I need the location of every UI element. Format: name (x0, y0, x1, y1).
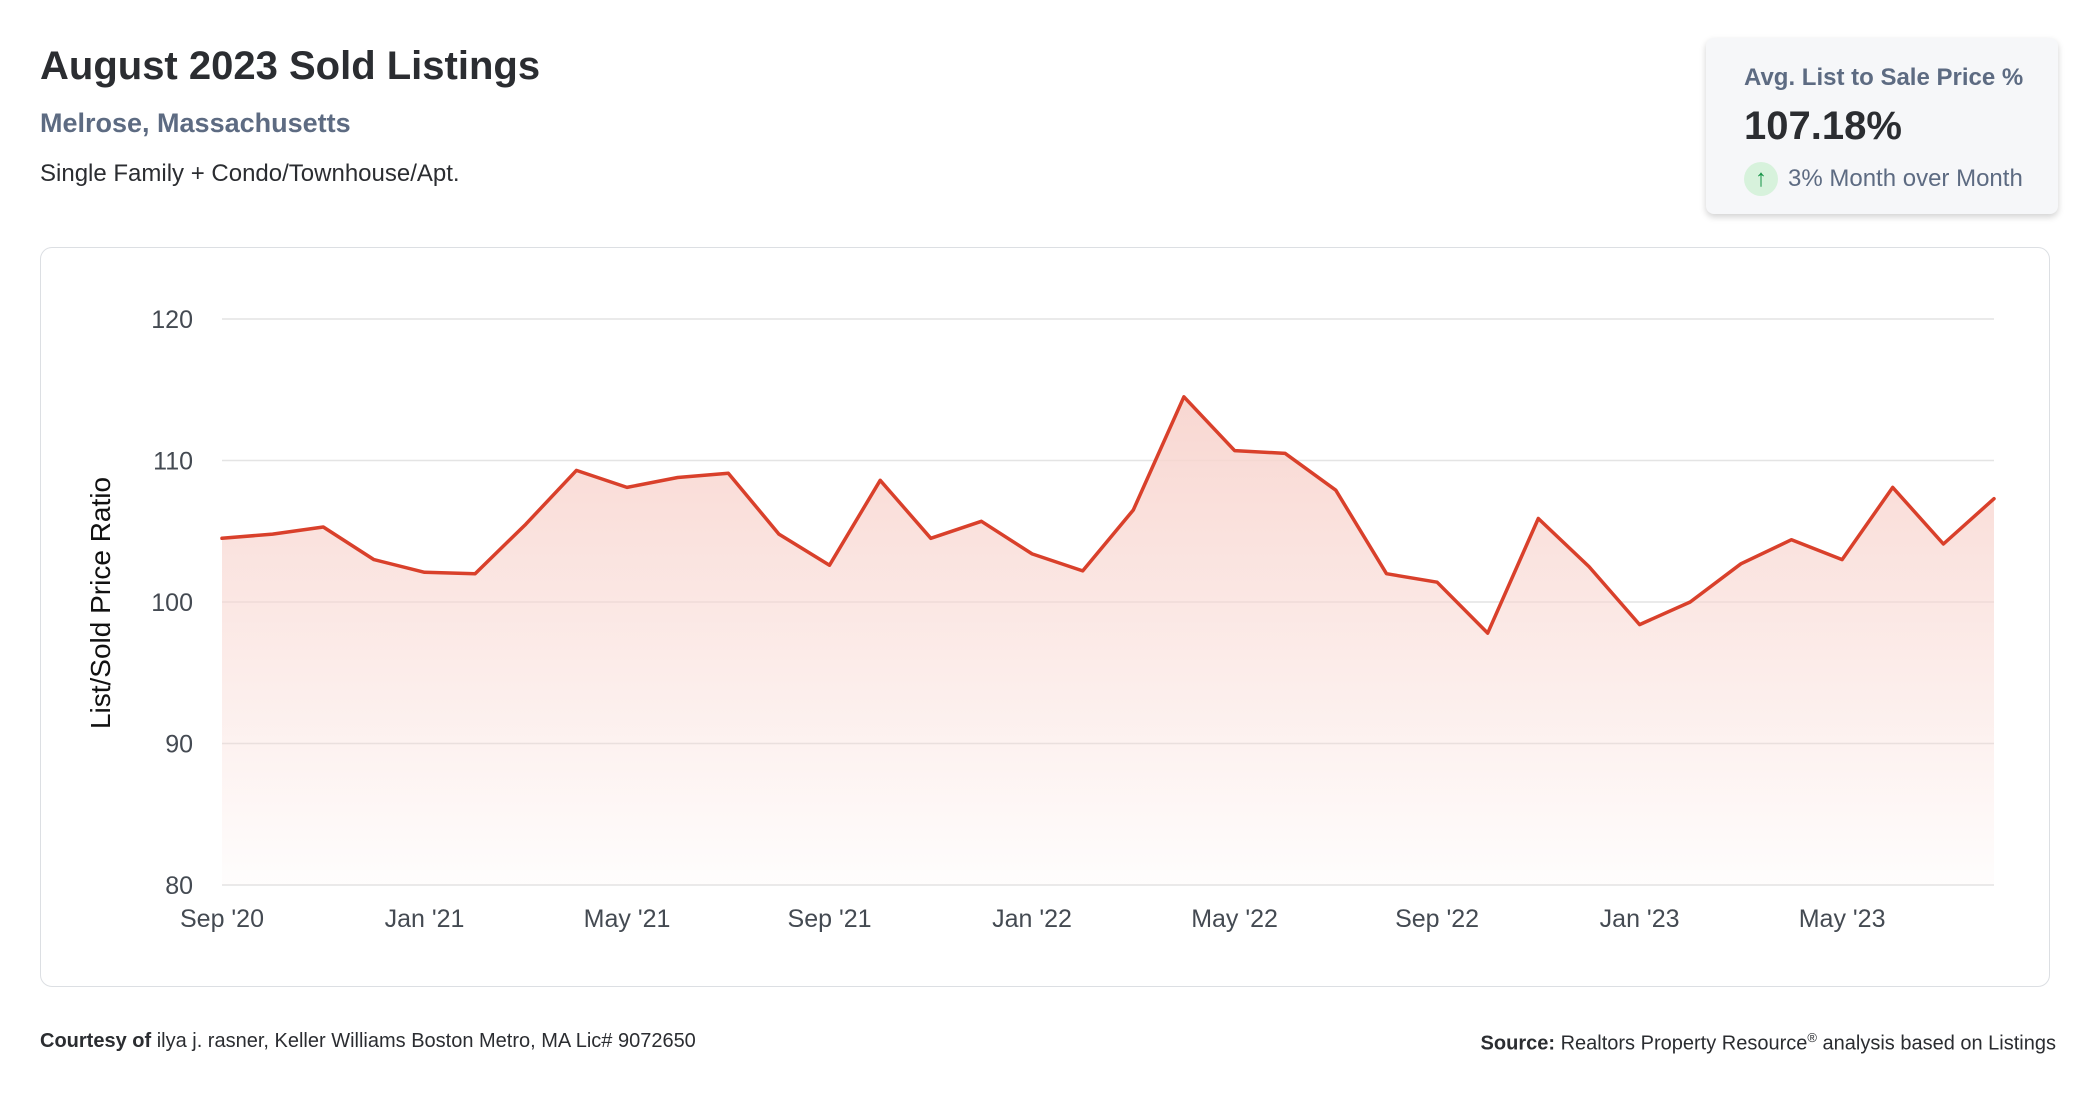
kpi-label: Avg. List to Sale Price % (1744, 64, 2024, 91)
data-point-2020-11[interactable] (317, 521, 329, 533)
source-text: Realtors Property Resource (1560, 1032, 1808, 1055)
data-point-2022-01[interactable] (1026, 548, 1038, 560)
x-tick-label: May '21 (584, 905, 671, 933)
x-tick-label: Jan '21 (385, 905, 465, 933)
data-point-2022-02[interactable] (1077, 565, 1089, 577)
data-point-2021-08[interactable] (773, 528, 785, 540)
data-point-2021-11[interactable] (925, 532, 937, 544)
data-point-2023-03[interactable] (1735, 558, 1747, 570)
data-point-2021-05[interactable] (621, 481, 633, 493)
x-tick-label: Sep '22 (1395, 905, 1479, 933)
source-label: Source: (1480, 1032, 1556, 1055)
y-tick-label: 90 (165, 731, 193, 759)
y-tick-label: 110 (153, 448, 193, 476)
x-tick-label: May '22 (1191, 905, 1278, 933)
y-tick-label: 120 (151, 306, 193, 334)
data-point-2021-06[interactable] (672, 471, 684, 483)
y-tick-label: 80 (165, 872, 193, 900)
data-point-2022-10[interactable] (1482, 627, 1494, 639)
chart-panel: 80 90 100 110 120 Sep '20 Jan '21 May '21 Sep '… (40, 247, 2050, 987)
data-point-2022-12[interactable] (1583, 561, 1595, 573)
x-tick-label: Sep '20 (180, 905, 264, 933)
data-point-2022-03[interactable] (1127, 504, 1139, 516)
data-point-2023-06[interactable] (1887, 481, 1899, 493)
courtesy-footer: Courtesy of ilya j. rasner, Keller Willi… (40, 1030, 696, 1053)
series-line (220, 395, 1996, 635)
data-point-2020-09[interactable] (216, 532, 228, 544)
data-point-2022-05[interactable] (1229, 445, 1241, 457)
data-point-2020-10[interactable] (267, 528, 279, 540)
data-point-2023-04[interactable] (1785, 534, 1797, 546)
x-tick-label: Jan '22 (992, 905, 1072, 933)
data-point-2022-11[interactable] (1532, 513, 1544, 525)
data-point-2023-02[interactable] (1684, 596, 1696, 608)
source-footer: Source: Realtors Property Resource® anal… (1481, 1030, 2056, 1056)
page-title: August 2023 Sold Listings (40, 44, 541, 88)
data-point-2021-02[interactable] (469, 568, 481, 580)
data-point-2022-07[interactable] (1330, 484, 1342, 496)
data-point-2023-07[interactable] (1937, 538, 1949, 550)
data-point-2023-08[interactable] (1988, 493, 2000, 505)
data-point-2022-04[interactable] (1178, 391, 1190, 403)
data-point-2022-09[interactable] (1431, 576, 1443, 588)
data-point-2021-07[interactable] (722, 467, 734, 479)
area-fill (222, 396, 1994, 885)
y-axis-title: List/Sold Price Ratio (85, 477, 116, 729)
kpi-value: 107.18% (1744, 104, 1902, 148)
data-point-2023-01[interactable] (1634, 619, 1646, 631)
kpi-change-text: 3% Month over Month (1788, 165, 2023, 192)
data-point-2021-10[interactable] (874, 474, 886, 486)
data-point-2022-08[interactable] (1380, 568, 1392, 580)
data-point-2021-09[interactable] (824, 559, 836, 571)
courtesy-text: ilya j. rasner, Keller Williams Boston M… (156, 1030, 696, 1052)
data-point-2020-12[interactable] (368, 554, 380, 566)
registered-mark: ® (1807, 1030, 1817, 1045)
courtesy-label: Courtesy of (40, 1030, 152, 1052)
data-point-2021-04[interactable] (570, 464, 582, 476)
x-tick-label: Sep '21 (788, 905, 872, 933)
y-tick-label: 100 (151, 589, 193, 617)
price-ratio-chart: 80 90 100 110 120 Sep '20 Jan '21 May '21 Sep '… (85, 306, 2000, 933)
property-types: Single Family + Condo/Townhouse/Apt. (40, 160, 460, 187)
data-point-2021-12[interactable] (975, 515, 987, 527)
source-suffix: analysis based on Listings (1822, 1032, 2056, 1055)
kpi-change: ↑ 3% Month over Month (1744, 162, 2023, 196)
x-tick-label: Jan '23 (1600, 905, 1680, 933)
data-point-2021-01[interactable] (419, 566, 431, 578)
data-point-2021-03[interactable] (520, 518, 532, 530)
kpi-card: Avg. List to Sale Price % 107.18% ↑ 3% M… (1706, 38, 2058, 214)
x-tick-label: May '23 (1799, 905, 1886, 933)
data-point-2022-06[interactable] (1279, 447, 1291, 459)
arrow-up-icon: ↑ (1744, 162, 1778, 196)
location-subtitle: Melrose, Massachusetts (40, 108, 351, 138)
data-point-2023-05[interactable] (1836, 554, 1848, 566)
